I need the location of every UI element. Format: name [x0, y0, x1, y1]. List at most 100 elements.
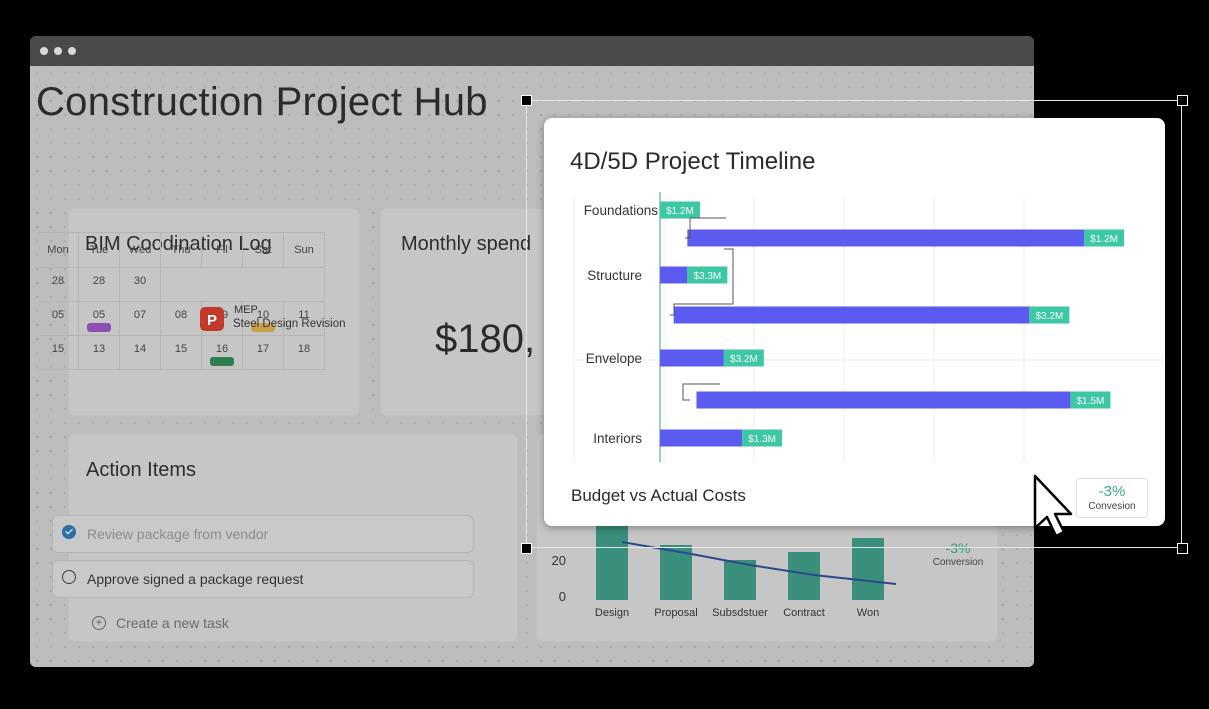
cost-label-bg	[687, 266, 728, 284]
calendar-day[interactable]: 13	[79, 335, 120, 370]
cost-label: $1.2M	[666, 206, 694, 217]
calendar-day-number: 14	[133, 343, 147, 355]
weekday-header: Sun	[284, 232, 325, 268]
funnel-bar	[596, 520, 628, 600]
calendar-day[interactable]: 07	[120, 301, 161, 336]
resize-handle-bottom-right[interactable]	[1177, 543, 1188, 554]
timeline-chart: Foundations Structure Envelope Interiors $1.…	[573, 192, 1164, 462]
calendar-day[interactable]	[202, 267, 242, 302]
calendar-day[interactable]: 05	[79, 301, 120, 336]
calendar-day[interactable]: 14	[120, 335, 161, 370]
cost-label: $3.2M	[1035, 311, 1063, 322]
cost-label-bg	[660, 201, 700, 219]
timeline-card-subtitle: Budget vs Actual Costs	[571, 486, 746, 505]
selection-frame[interactable]	[526, 100, 1182, 548]
calendar-day[interactable]: 08	[161, 301, 202, 336]
calendar-day-number: 10	[256, 309, 270, 321]
timeline-card-title: 4D/5D Project Timeline	[570, 148, 816, 175]
calendar-day[interactable]: 17	[243, 335, 284, 370]
calendar-day-number: 16	[215, 343, 229, 355]
conversion-stat-label: Convesion	[1088, 501, 1136, 512]
task-item-review[interactable]: Review package from vendor	[52, 515, 474, 553]
task-checkbox-checked[interactable]	[62, 525, 76, 539]
y-tick-label: 0	[559, 589, 566, 604]
cost-label-bg	[742, 429, 783, 447]
resize-handle-top-right[interactable]	[1177, 95, 1188, 106]
weekday-label: Sun	[294, 244, 314, 256]
calendar-day[interactable]: 10	[243, 301, 284, 336]
funnel-chart: 20 0 Design Proposal Subsdstuer Contract Won	[552, 520, 897, 619]
window-control-dot[interactable]	[68, 47, 76, 55]
task-label: Review package from vendor	[87, 526, 269, 542]
x-tick-label: Design	[595, 607, 629, 619]
timeline-bar	[687, 229, 1085, 247]
funnel-stat-value: -3%	[945, 540, 971, 556]
calendar-day[interactable]: 16	[202, 335, 243, 370]
svg-text:P: P	[207, 312, 217, 329]
calendar-day[interactable]: 18	[284, 335, 325, 370]
calendar-day[interactable]	[243, 267, 283, 302]
create-task-link[interactable]: Create a new task	[116, 615, 229, 631]
cost-label-bg	[1084, 229, 1125, 247]
calendar-event-chip[interactable]	[87, 323, 111, 332]
task-label: Approve signed a package request	[87, 571, 304, 587]
x-tick-label: Proposal	[654, 607, 697, 619]
y-tick-label: 20	[552, 553, 566, 568]
resize-handle-bottom-left[interactable]	[521, 543, 532, 554]
calendar-day[interactable]: 11	[284, 301, 325, 336]
task-item-approve[interactable]: Approve signed a package request	[52, 560, 474, 598]
calendar-day-number: 11	[298, 309, 310, 321]
calendar-day-number: 28	[92, 275, 106, 287]
resize-handle-top-left[interactable]	[521, 95, 532, 106]
task-checkbox[interactable]	[62, 570, 76, 584]
timeline-card[interactable]: 4D/5D Project Timeline Foundations Struct…	[544, 118, 1165, 526]
plus-circle-icon[interactable]: +	[92, 616, 106, 630]
weekday-header: Sat	[243, 232, 284, 268]
calendar-day[interactable]: 15	[38, 335, 79, 370]
calendar-day-number: 07	[133, 309, 147, 321]
cost-label: $3.3M	[693, 271, 721, 282]
pin-app-icon: P	[200, 307, 224, 331]
calendar-day[interactable]: 30	[120, 267, 161, 302]
category-label: Envelope	[586, 351, 642, 366]
timeline-bar	[660, 349, 724, 367]
calendar-event-chip[interactable]	[210, 357, 234, 366]
calendar-day[interactable]: 28	[79, 267, 120, 302]
weekday-label: Mon	[47, 244, 69, 256]
calendar-day[interactable]: 05	[38, 301, 79, 336]
calendar-day[interactable]: 15	[161, 335, 202, 370]
cost-label-bg	[1029, 306, 1070, 324]
timeline-bar	[660, 429, 743, 447]
cost-label-bg	[723, 349, 764, 367]
weekday-label: Thu	[171, 244, 191, 256]
conversion-stat: -3% Convesion	[1076, 478, 1148, 518]
calendar-day[interactable]: 28	[38, 267, 79, 302]
page-title: Construction Project Hub	[36, 80, 488, 124]
calendar-day-number: 15	[51, 343, 65, 355]
calendar-day-number: 08	[174, 309, 188, 321]
calendar-day-number: 18	[297, 343, 311, 355]
window-control-dot[interactable]	[54, 47, 62, 55]
timeline-bar	[660, 266, 688, 284]
conversion-stat-value: -3%	[1098, 483, 1126, 500]
funnel-stat-label: Conversion	[932, 557, 984, 568]
event-category: MEP	[234, 304, 258, 316]
cost-label: $1.3M	[748, 434, 776, 445]
weekday-header: Tue	[79, 232, 120, 268]
weekday-header: Mon	[38, 232, 79, 268]
calendar-day-number: 05	[51, 309, 65, 321]
x-tick-label: Subsdstuer	[712, 607, 768, 619]
calendar-day[interactable]	[161, 267, 201, 302]
trend-line	[621, 541, 897, 585]
cost-label-bg	[1070, 391, 1111, 409]
window-control-dot[interactable]	[40, 47, 48, 55]
calendar-day[interactable]	[284, 267, 325, 302]
calendar-day-number: 30	[133, 275, 147, 287]
weekday-label: Tue	[89, 244, 109, 256]
calendar-event-chip[interactable]	[251, 323, 275, 332]
event-description: Steel Design Revision	[233, 318, 346, 330]
funnel-bar	[852, 538, 884, 600]
bim-log-title: BIM Coodination Log	[85, 233, 272, 255]
weekday-header: Fil	[202, 232, 243, 268]
category-label: Foundations	[584, 203, 659, 218]
